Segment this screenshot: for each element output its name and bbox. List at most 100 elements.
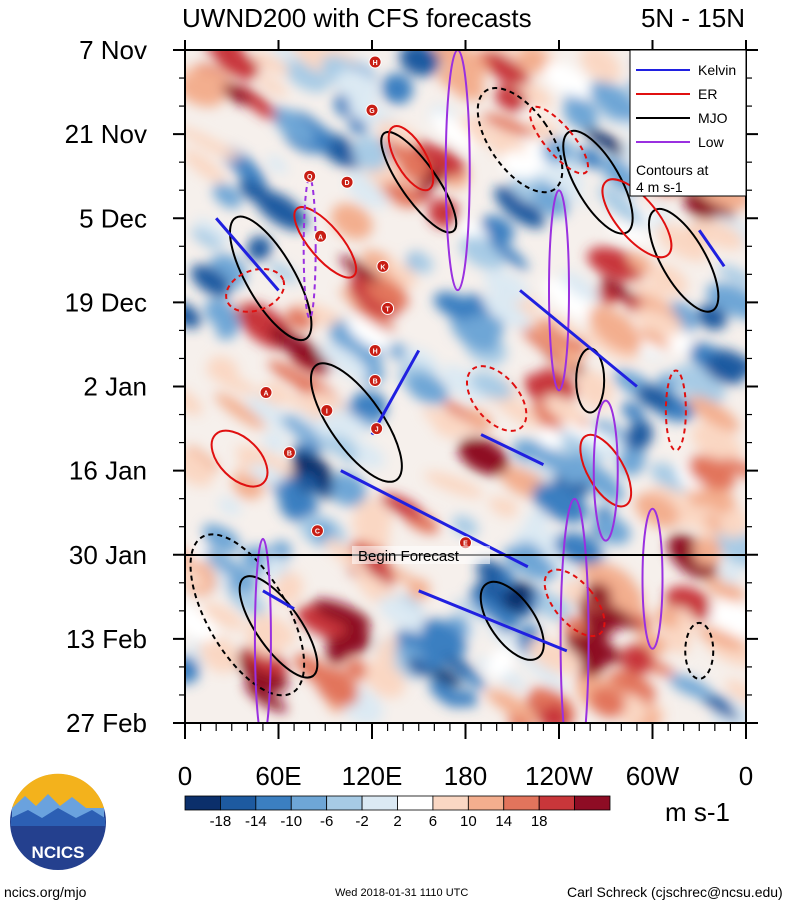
- field-cell: [588, 306, 642, 354]
- kelvin-contour: [370, 349, 421, 436]
- field-cell: [486, 647, 515, 679]
- field-cell: [312, 599, 372, 629]
- field-cell: [562, 578, 587, 603]
- field-cell: [186, 445, 220, 472]
- field-cell: [589, 81, 641, 122]
- field-cell: [589, 686, 626, 718]
- field-cell: [310, 418, 334, 438]
- storm-markers: H G Q D A K T H B A I J B C E: [259, 55, 472, 550]
- contour: [253, 537, 272, 723]
- field-cell: [318, 342, 369, 380]
- field-cell: [481, 113, 535, 137]
- field-cell: [688, 395, 740, 432]
- field-cell: [704, 353, 746, 385]
- storm-marker-label: J: [375, 427, 379, 434]
- field-cell: [395, 643, 425, 663]
- field-cell: [485, 50, 530, 86]
- x-axis: 0 60E 120E 180 120W 60W 0: [178, 40, 753, 791]
- y-tick-label: 7 Nov: [79, 35, 147, 65]
- field-cell: [532, 483, 589, 523]
- field-cell: [528, 638, 582, 675]
- field-cell: [441, 655, 474, 673]
- colorbar-tick-label: 14: [495, 813, 512, 830]
- field-cell: [551, 429, 607, 465]
- field-cell: [579, 462, 625, 503]
- colorbar-box: [184, 795, 221, 811]
- field-cell: [433, 291, 476, 320]
- contour: [647, 207, 720, 313]
- field-cell: [554, 532, 603, 565]
- storm-marker-label: K: [380, 264, 385, 271]
- field-cell: [269, 325, 298, 351]
- contour: [210, 429, 269, 488]
- field-cell: [352, 135, 389, 171]
- storm-marker: [381, 301, 395, 315]
- field-cell: [715, 530, 746, 568]
- field-cell: [428, 679, 463, 708]
- field-cell: [202, 523, 232, 549]
- colorbar-tick-label: -14: [245, 813, 267, 830]
- storm-marker: [368, 373, 382, 387]
- field-cell: [687, 455, 736, 491]
- kelvin-contour: [215, 217, 280, 292]
- field-cell: [262, 431, 287, 454]
- field-cell: [365, 660, 406, 698]
- storm-marker-label: G: [369, 108, 375, 115]
- field-cell: [647, 263, 688, 296]
- footer-url: ncics.org/mjo: [4, 884, 87, 900]
- field-cell: [185, 302, 202, 329]
- storm-marker-label: H: [373, 348, 378, 355]
- field-cell: [336, 69, 380, 105]
- field-cell: [248, 687, 288, 713]
- field-cell: [376, 636, 400, 668]
- storm-marker: [282, 446, 296, 460]
- contour: [302, 177, 317, 320]
- field-cell: [325, 637, 349, 664]
- storm-marker: [314, 229, 328, 243]
- field-cell: [212, 183, 242, 209]
- field-cell: [213, 50, 258, 80]
- colorbar-tick-label: -10: [280, 813, 302, 830]
- contour: [476, 87, 564, 194]
- colorbar-box: [574, 795, 611, 811]
- field-cell: [494, 85, 528, 112]
- field-cell: [469, 371, 513, 400]
- field-cell: [542, 61, 593, 100]
- colorbar-tick-label: -2: [355, 813, 368, 830]
- field-cell: [524, 509, 549, 537]
- colorbar-tick-label: 10: [460, 813, 477, 830]
- y-tick-label: 21 Nov: [65, 119, 147, 149]
- field-cell: [406, 658, 430, 677]
- chart-title: UWND200 with CFS forecasts: [182, 3, 532, 33]
- field-cell: [424, 471, 484, 498]
- field-cell: [476, 50, 528, 72]
- field-cell: [606, 579, 644, 613]
- field-cell: [476, 559, 504, 582]
- field-cell: [270, 106, 316, 145]
- colorbar-box: [432, 795, 469, 811]
- field-cell: [527, 450, 573, 475]
- footer-author: Carl Schreck (cjschrec@ncsu.edu): [567, 884, 783, 900]
- x-tick-label: 60E: [255, 761, 301, 791]
- colorbar-tick-label: -6: [320, 813, 333, 830]
- field-cell: [380, 493, 424, 519]
- field-cell: [398, 152, 430, 182]
- field-cell: [600, 278, 635, 302]
- kelvin-contour: [340, 469, 529, 569]
- field-cell: [577, 147, 603, 169]
- field-cell: [537, 169, 590, 208]
- contour: [579, 433, 633, 508]
- colorbar-box: [220, 795, 257, 811]
- field-cell: [537, 427, 564, 450]
- colorbar-tick-label: -18: [210, 813, 232, 830]
- field-cell: [633, 307, 682, 337]
- field-cell: [488, 497, 516, 518]
- field-cell: [580, 50, 621, 83]
- contour: [229, 215, 313, 342]
- field-cell: [347, 317, 390, 351]
- field-cell: [345, 659, 371, 680]
- storm-marker: [370, 422, 384, 436]
- colorbar-box: [326, 795, 363, 811]
- field-cell: [296, 605, 346, 638]
- x-tick-label: 120W: [525, 761, 593, 791]
